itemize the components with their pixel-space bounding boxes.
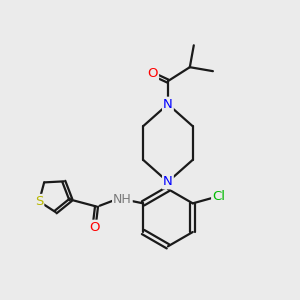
- Text: O: O: [89, 221, 100, 234]
- Text: Cl: Cl: [212, 190, 225, 203]
- Text: O: O: [148, 68, 158, 80]
- Text: NH: NH: [113, 193, 132, 206]
- Text: S: S: [35, 195, 43, 208]
- Text: N: N: [163, 98, 173, 111]
- Text: N: N: [163, 176, 173, 188]
